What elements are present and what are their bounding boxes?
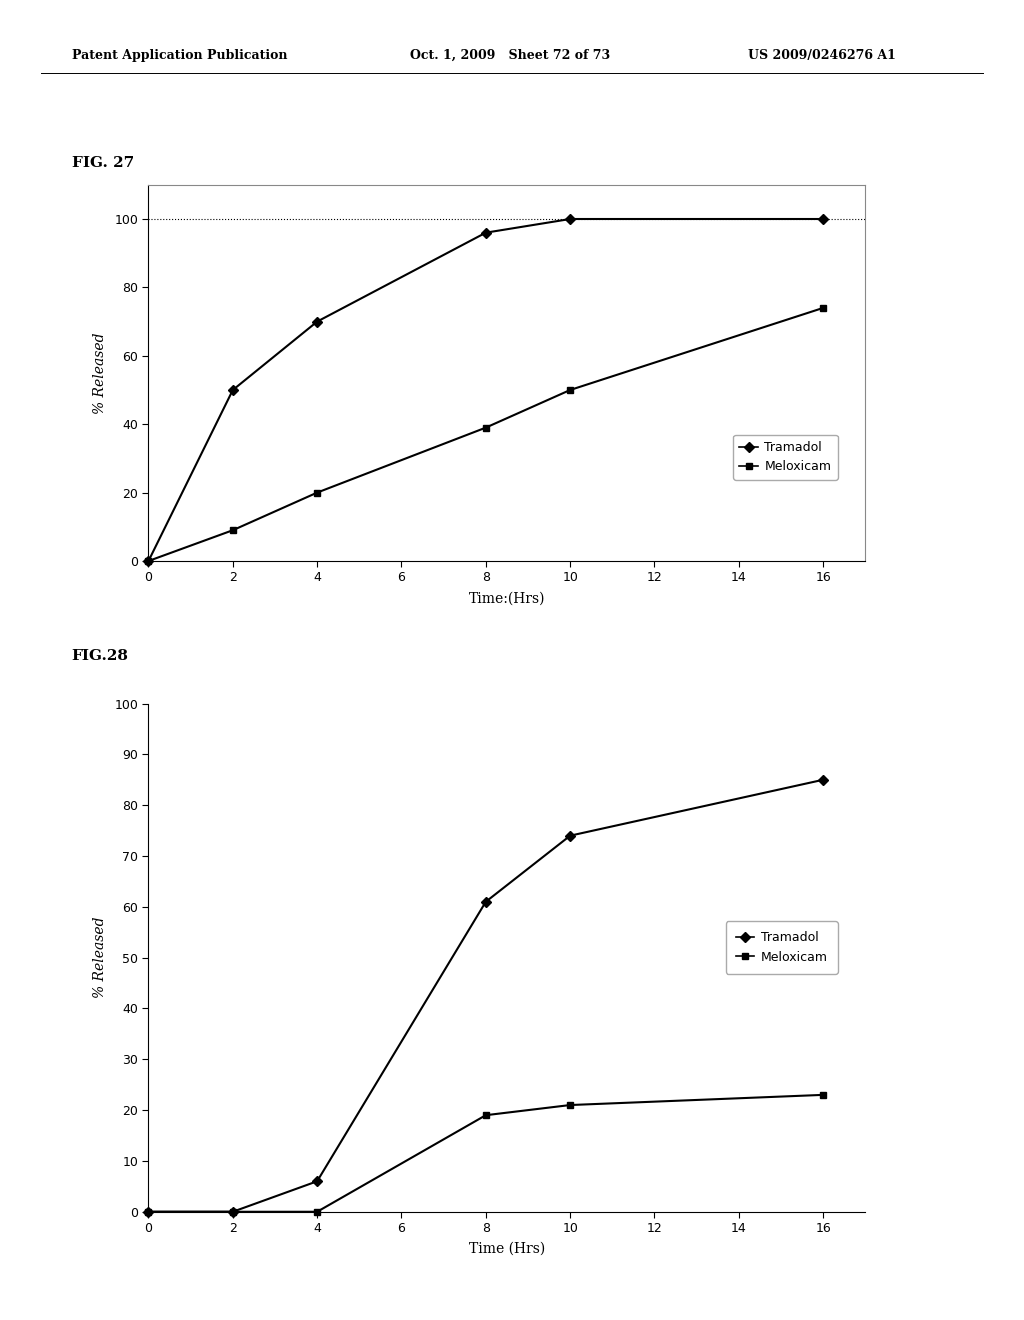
Text: Oct. 1, 2009   Sheet 72 of 73: Oct. 1, 2009 Sheet 72 of 73 — [410, 49, 609, 62]
Text: FIG. 27: FIG. 27 — [72, 156, 134, 170]
Text: FIG.28: FIG.28 — [72, 649, 129, 664]
Legend: Tramadol, Meloxicam: Tramadol, Meloxicam — [733, 434, 838, 479]
X-axis label: Time (Hrs): Time (Hrs) — [469, 1242, 545, 1257]
Y-axis label: % Released: % Released — [93, 333, 108, 413]
X-axis label: Time:(Hrs): Time:(Hrs) — [469, 591, 545, 606]
Legend: Tramadol, Meloxicam: Tramadol, Meloxicam — [726, 921, 838, 974]
Text: Patent Application Publication: Patent Application Publication — [72, 49, 287, 62]
Y-axis label: % Released: % Released — [93, 917, 108, 998]
Text: US 2009/0246276 A1: US 2009/0246276 A1 — [748, 49, 895, 62]
